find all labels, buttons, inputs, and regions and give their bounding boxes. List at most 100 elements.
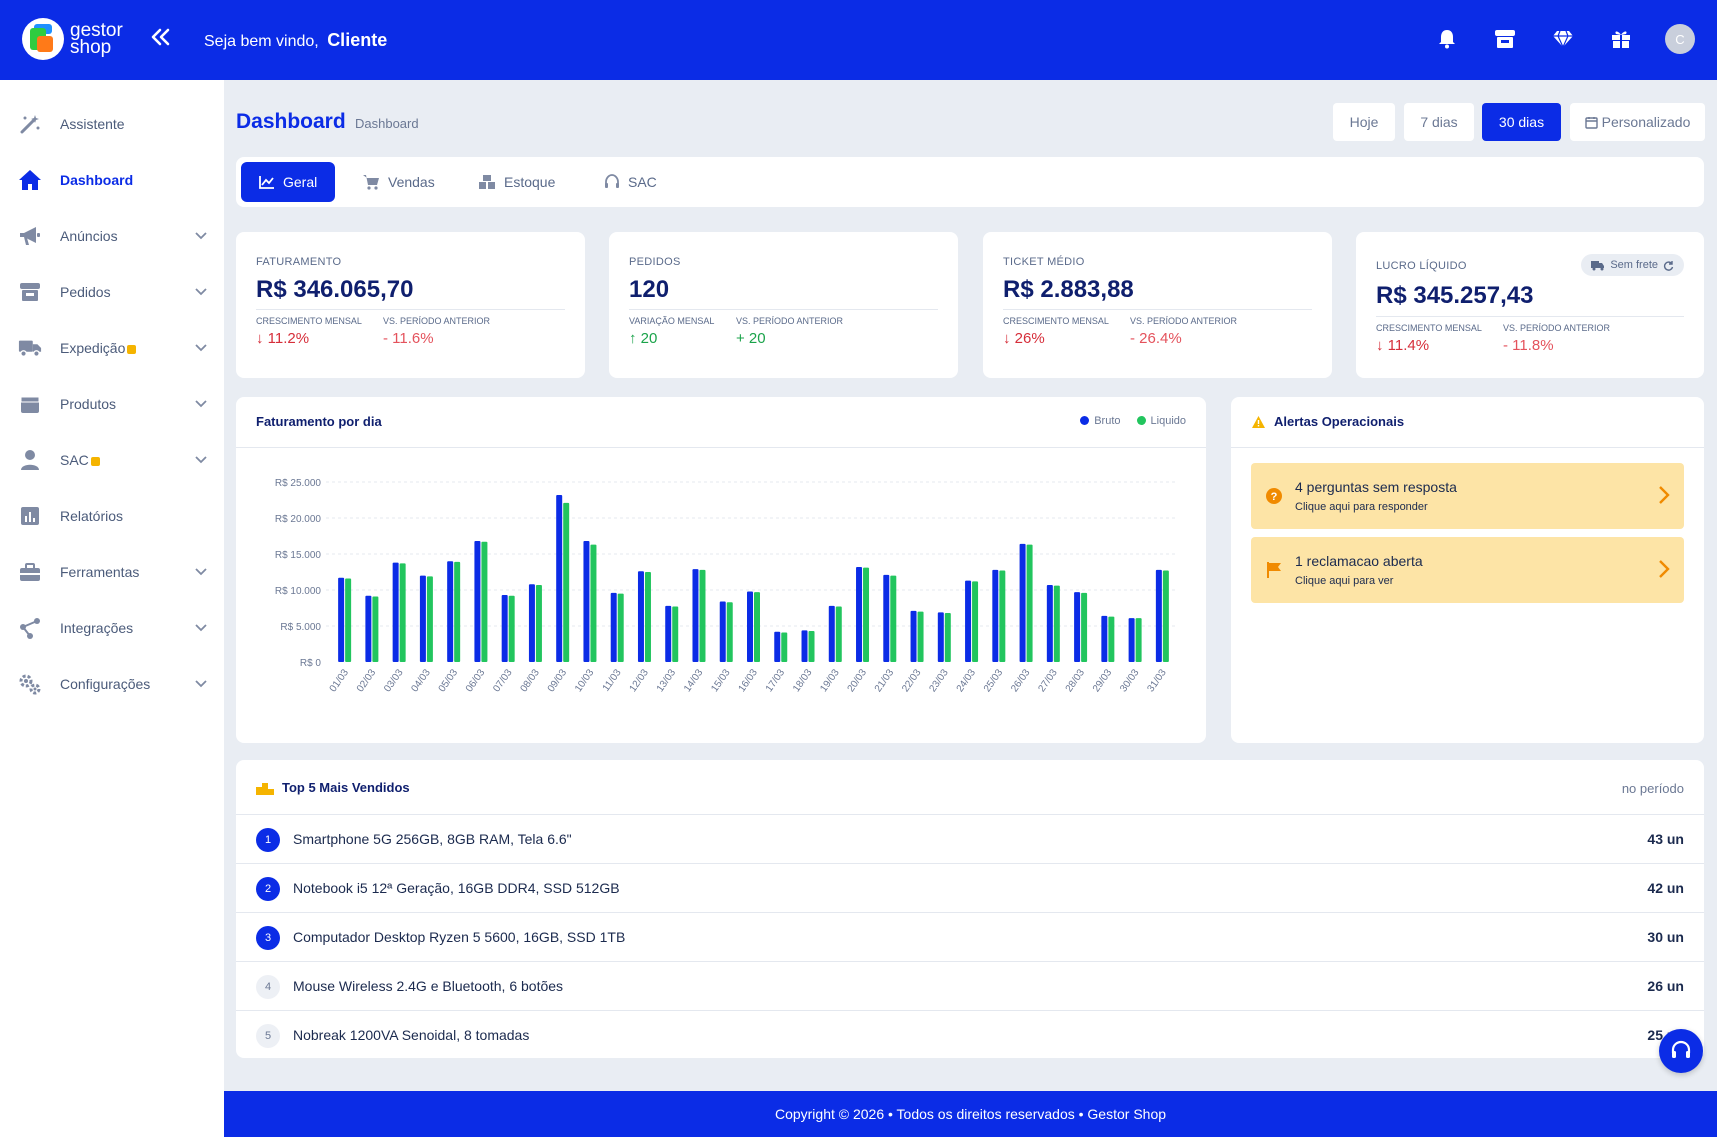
sidebar-item-dashboard[interactable]: Dashboard (0, 160, 224, 200)
x-tick-label: 18/03 (791, 667, 815, 694)
bar-bruto (583, 541, 590, 662)
alert-perguntas[interactable]: ? 4 perguntas sem resposta Clique aqui p… (1251, 463, 1684, 529)
range-30-dias-button[interactable]: 30 dias (1482, 103, 1561, 141)
gears-icon (18, 672, 42, 696)
table-row[interactable]: 4 Mouse Wireless 2.4G e Bluetooth, 6 bot… (236, 961, 1704, 1010)
bar-liquido (1108, 616, 1115, 662)
table-row[interactable]: 1 Smartphone 5G 256GB, 8GB RAM, Tela 6.6… (236, 814, 1704, 863)
product-qty: 42 un (1647, 880, 1684, 896)
y-tick-label: R$ 15.000 (275, 550, 322, 561)
x-tick-label: 05/03 (437, 667, 461, 694)
sidebar-item-ferramentas[interactable]: Ferramentas (0, 552, 224, 592)
bar-bruto (556, 494, 563, 662)
kpi-sub-label: VARIAÇÃO MENSAL (629, 316, 715, 326)
bar-bruto (1046, 584, 1053, 662)
bar-liquido (508, 595, 515, 662)
bar-bruto (910, 610, 917, 662)
logo[interactable]: gestor shop (22, 18, 123, 60)
bar-bruto (937, 612, 944, 662)
bar-liquido (1162, 570, 1169, 662)
gift-icon[interactable] (1607, 25, 1635, 53)
bar-bruto (1101, 615, 1108, 662)
table-row[interactable]: 2 Notebook i5 12ª Geração, 16GB DDR4, SS… (236, 863, 1704, 912)
range-personalizado-button[interactable]: Personalizado (1570, 103, 1705, 141)
x-tick-label: 03/03 (382, 667, 406, 694)
sidebar-item-integracoes[interactable]: Integrações (0, 608, 224, 648)
collapse-sidebar-icon[interactable] (150, 24, 172, 54)
kpi-delta: - 11.8% (1503, 337, 1554, 354)
bar-liquido (1081, 592, 1088, 662)
card-divider (1231, 447, 1704, 448)
bar-liquido (754, 592, 760, 662)
range-7-dias-button[interactable]: 7 dias (1404, 103, 1474, 141)
legend-item-liquido[interactable]: Liquido (1136, 415, 1186, 427)
table-row[interactable]: 3 Computador Desktop Ryzen 5 5600, 16GB,… (236, 912, 1704, 961)
sidebar-item-configuracoes[interactable]: Configurações (0, 664, 224, 704)
megaphone-icon (18, 224, 42, 248)
kpi-label: TICKET MÉDIO (1003, 256, 1085, 268)
table-row[interactable]: 5 Nobreak 1200VA Senoidal, 8 tomadas 25 … (236, 1010, 1704, 1059)
dashboard-tabs: Geral Vendas Estoque SAC (236, 157, 1704, 207)
bar-liquido (345, 578, 352, 662)
chevron-down-icon (195, 344, 207, 352)
diamond-icon[interactable] (1549, 25, 1577, 53)
tab-geral[interactable]: Geral (241, 162, 336, 202)
legend-item-bruto[interactable]: Bruto (1080, 415, 1121, 427)
sidebar-item-anuncios[interactable]: Anúncios (0, 216, 224, 256)
range-hoje-button[interactable]: Hoje (1333, 103, 1395, 141)
sidebar-item-label: Produtos (60, 396, 117, 412)
kpi-divider (1003, 309, 1312, 310)
kpi-delta: - 26.4% (1130, 330, 1182, 347)
tab-sac[interactable]: SAC (586, 162, 675, 202)
x-tick-label: 14/03 (682, 667, 706, 694)
chevron-down-icon (195, 400, 207, 408)
bar-liquido (617, 593, 624, 662)
user-icon (18, 448, 42, 472)
sidebar-item-label: Assistente (60, 116, 125, 132)
tab-estoque[interactable]: Estoque (460, 162, 573, 202)
store-icon[interactable] (1491, 25, 1519, 53)
product-qty: 30 un (1647, 929, 1684, 945)
bar-bruto (665, 605, 672, 662)
bar-liquido (426, 576, 433, 662)
bar-liquido (944, 613, 951, 662)
bar-liquido (399, 563, 406, 662)
alert-reclamacao[interactable]: 1 reclamacao aberta Clique aqui para ver (1251, 537, 1684, 603)
bar-bruto (828, 605, 835, 662)
x-tick-label: 21/03 (873, 667, 897, 694)
top-actions: C (1433, 24, 1695, 54)
bar-liquido (1026, 544, 1033, 662)
product-name: Computador Desktop Ryzen 5 5600, 16GB, S… (293, 929, 626, 945)
support-chat-button[interactable] (1659, 1029, 1703, 1073)
sidebar-item-label: Expedição (60, 340, 126, 356)
kpi-sub-label: CRESCIMENTO MENSAL (256, 316, 362, 326)
sidebar-item-relatorios[interactable]: Relatórios (0, 496, 224, 536)
bar-bruto (637, 571, 644, 662)
bar-bruto (856, 566, 863, 662)
alerts-card: Alertas Operacionais ? 4 perguntas sem r… (1231, 397, 1704, 743)
tab-vendas[interactable]: Vendas (344, 162, 453, 202)
x-tick-label: 11/03 (601, 667, 624, 694)
bar-liquido (372, 596, 379, 662)
alert-subtitle: Clique aqui para responder (1295, 501, 1428, 513)
x-tick-label: 08/03 (519, 667, 543, 694)
bell-icon[interactable] (1433, 25, 1461, 53)
warning-icon (1252, 415, 1265, 428)
bar-liquido (835, 606, 842, 662)
tab-label: Geral (283, 174, 318, 190)
y-tick-label: R$ 20.000 (275, 514, 322, 525)
y-tick-label: R$ 5.000 (280, 622, 321, 633)
sidebar-item-pedidos[interactable]: Pedidos (0, 272, 224, 312)
alert-title: 1 reclamacao aberta (1295, 553, 1423, 569)
sem-frete-toggle[interactable]: Sem frete (1581, 254, 1684, 276)
avatar[interactable]: C (1665, 24, 1695, 54)
sidebar-item-assistente[interactable]: Assistente (0, 104, 224, 144)
sidebar-item-expedicao[interactable]: Expedição (0, 328, 224, 368)
bar-liquido (781, 632, 788, 662)
x-tick-label: 30/03 (1118, 667, 1142, 694)
sidebar-item-sac[interactable]: SAC (0, 440, 224, 480)
bar-bruto (1155, 569, 1162, 662)
line-chart-icon (259, 176, 274, 189)
sidebar-item-produtos[interactable]: Produtos (0, 384, 224, 424)
sem-frete-label: Sem frete (1610, 259, 1658, 271)
